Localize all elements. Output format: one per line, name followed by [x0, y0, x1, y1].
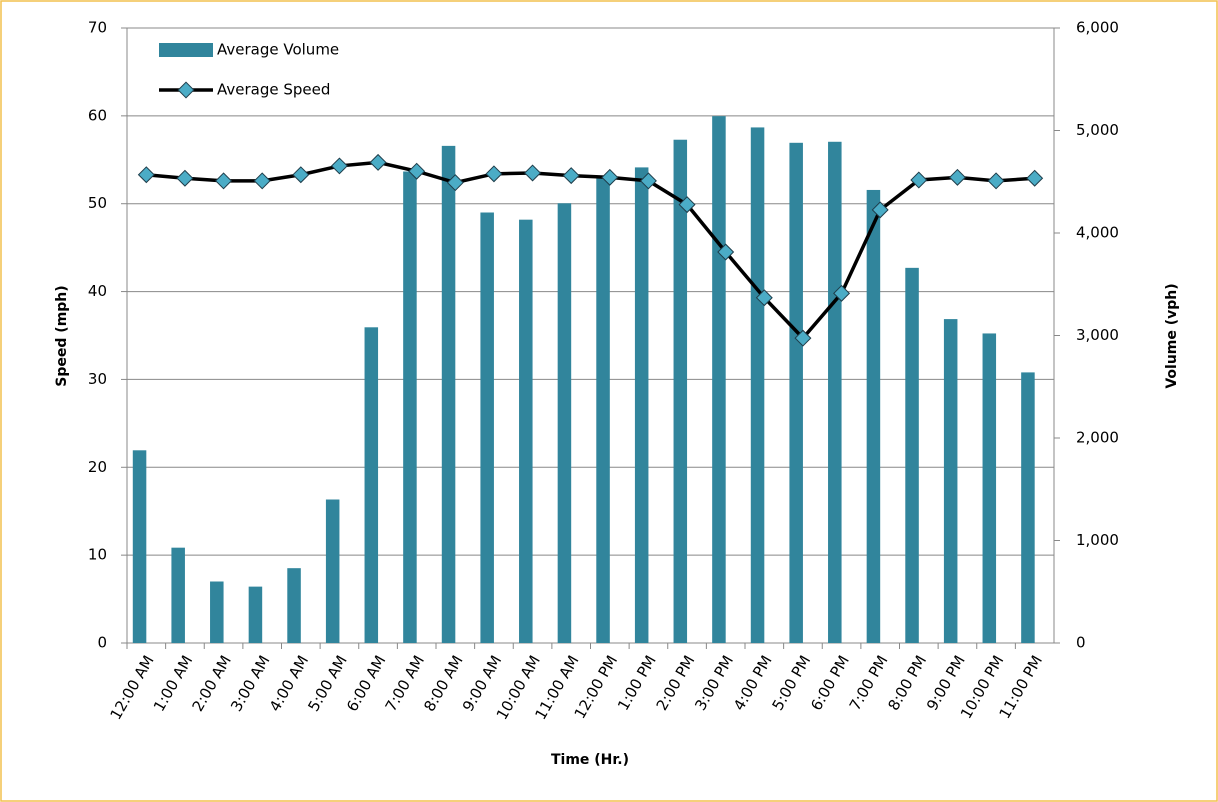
bar [673, 139, 688, 643]
marker [717, 243, 735, 261]
marker [910, 171, 928, 189]
bar [866, 189, 881, 643]
bar [712, 116, 726, 643]
marker [485, 165, 503, 183]
legend-label: Average Volume [217, 41, 339, 59]
legend-swatch [177, 81, 195, 99]
bar [364, 327, 379, 643]
bar [750, 127, 765, 644]
bar [943, 319, 958, 643]
marker [562, 167, 580, 185]
legend-label: Average Speed [217, 81, 330, 99]
marker [330, 157, 348, 175]
marker [292, 166, 310, 184]
bar [480, 212, 494, 643]
marker [755, 289, 773, 307]
marker [215, 172, 233, 190]
marker [1026, 169, 1044, 187]
y2-tick-label: 0 [1076, 634, 1086, 652]
y-tick-label: 50 [88, 194, 107, 212]
marker [871, 201, 889, 219]
bar [596, 175, 610, 643]
marker [446, 174, 464, 192]
bar [982, 333, 997, 643]
y-tick-label: 60 [88, 106, 107, 124]
legend-swatch [159, 43, 213, 57]
bar [248, 586, 263, 643]
bar [441, 145, 456, 643]
y-tick-label: 40 [88, 282, 107, 300]
marker [524, 164, 542, 182]
bar [1021, 372, 1035, 643]
bar [403, 171, 417, 643]
y-tick-label: 70 [88, 19, 107, 37]
marker [176, 169, 194, 187]
marker [678, 196, 696, 214]
marker [137, 166, 155, 184]
y2-tick-label: 4,000 [1076, 224, 1119, 242]
marker [369, 153, 387, 171]
marker [948, 168, 966, 186]
y2-tick-label: 1,000 [1076, 531, 1119, 549]
marker [987, 172, 1005, 190]
bar [828, 141, 842, 643]
bar [325, 499, 340, 643]
y2-tick-label: 2,000 [1076, 429, 1119, 447]
marker [601, 168, 619, 186]
bar [634, 167, 649, 643]
bar [519, 219, 533, 644]
marker [253, 172, 271, 190]
y-axis-title: Speed (mph) [54, 285, 70, 386]
bar [171, 547, 185, 643]
bar [557, 203, 572, 643]
marker [794, 329, 812, 347]
y-tick-label: 0 [97, 634, 107, 652]
y2-axis-title: Volume (vph) [1164, 283, 1180, 388]
y2-tick-label: 6,000 [1076, 19, 1119, 37]
y2-tick-label: 5,000 [1076, 121, 1119, 139]
y2-tick-label: 3,000 [1076, 326, 1119, 344]
y-tick-label: 10 [88, 546, 107, 564]
marker [833, 284, 851, 302]
marker [408, 162, 426, 180]
x-axis-title: Time (Hr.) [551, 752, 629, 768]
bar [287, 568, 301, 643]
y-tick-label: 30 [88, 370, 107, 388]
bar [905, 267, 919, 643]
bar [132, 450, 147, 643]
bar [789, 142, 803, 644]
y-tick-label: 20 [88, 458, 107, 476]
bar [210, 581, 224, 643]
marker [639, 172, 657, 190]
